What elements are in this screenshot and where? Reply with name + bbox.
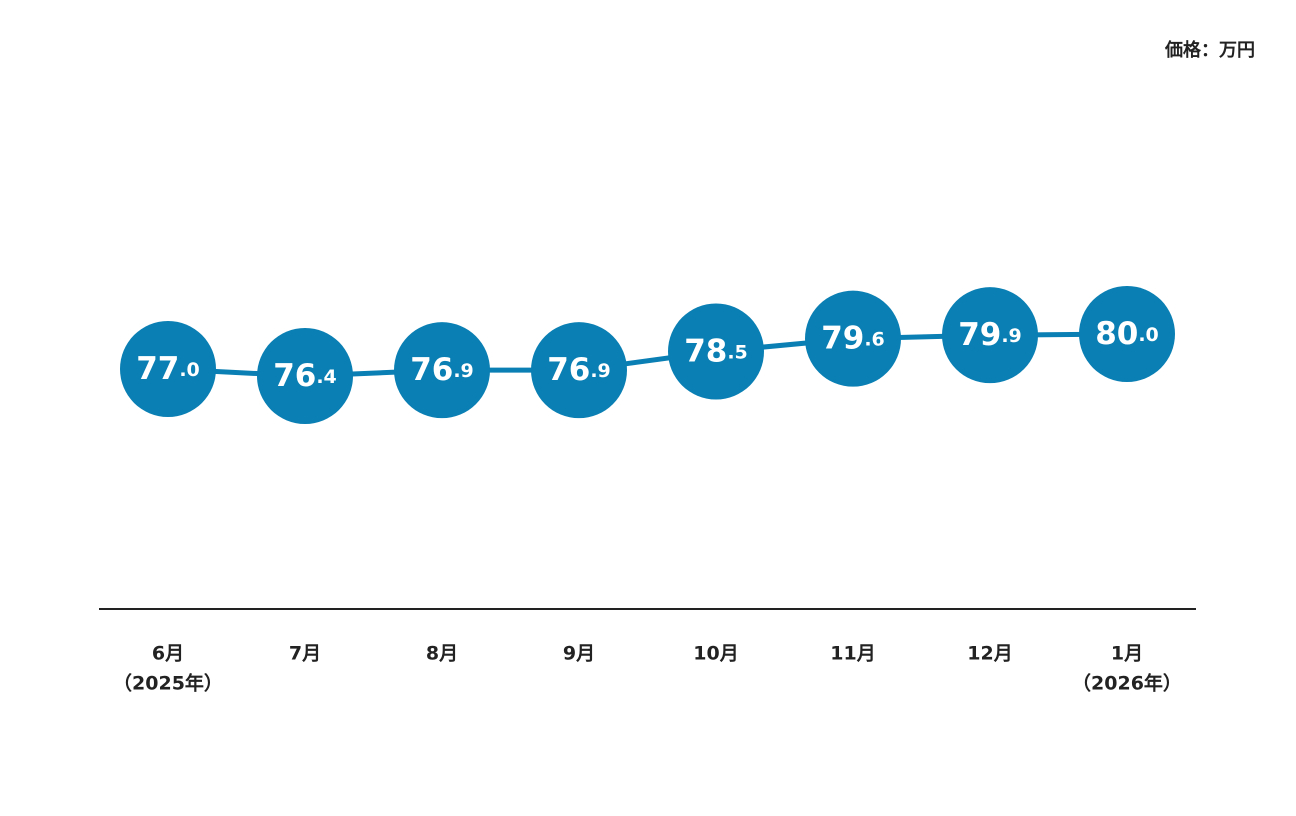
point: [805, 290, 901, 387]
value-label: 78.5: [684, 333, 748, 369]
value-label: 80.0: [1095, 316, 1159, 352]
value-label: 76.4: [273, 358, 337, 394]
point: [531, 322, 627, 419]
x-tick-label: 9月: [563, 643, 595, 665]
value-label: 79.9: [958, 317, 1022, 353]
x-tick-label: 12月: [967, 643, 1012, 665]
x-tick-label: 6月: [152, 643, 184, 665]
unit-label: 価格：万円: [1164, 39, 1255, 61]
value-label: 76.9: [410, 352, 474, 388]
value-label: 76.9: [547, 352, 611, 388]
point: [668, 303, 764, 400]
point: [257, 328, 353, 424]
x-tick-label: 11月: [830, 643, 875, 665]
x-tick-label: 8月: [426, 643, 458, 665]
value-label: 79.6: [821, 320, 885, 356]
x-tick-sublabel: （2025年）: [113, 672, 223, 695]
point: [394, 322, 490, 419]
x-tick-label: 10月: [693, 643, 738, 665]
x-tick-label: 1月: [1111, 643, 1143, 665]
point: [942, 287, 1038, 384]
point: [1079, 286, 1175, 382]
x-tick-sublabel: （2026年）: [1072, 672, 1182, 695]
x-tick-label: 7月: [289, 643, 321, 665]
value-label: 77.0: [136, 351, 200, 387]
point: [120, 321, 216, 417]
